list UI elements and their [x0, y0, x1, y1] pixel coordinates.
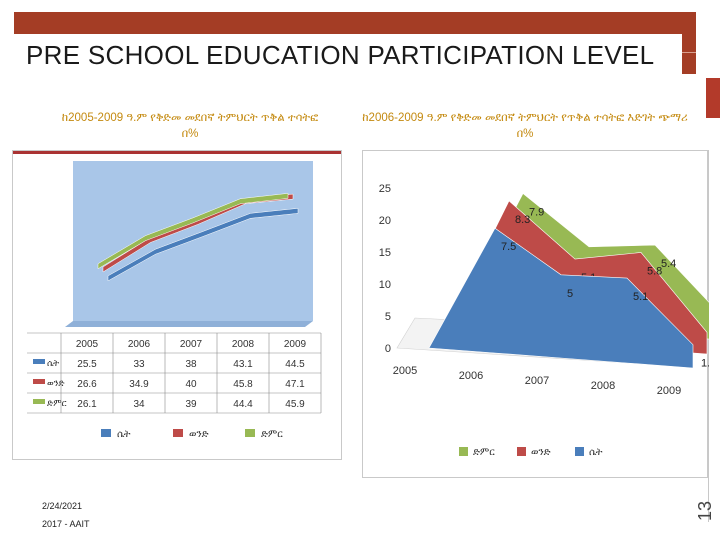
legend-swatch: [173, 429, 183, 437]
table-row-key: [33, 359, 45, 364]
x-tick-label: 2005: [393, 365, 417, 377]
table-header-cell: 2005: [76, 339, 99, 350]
table-cell: 44.5: [285, 359, 305, 370]
y-tick-label: 5: [385, 311, 391, 323]
left-chart-top-edge: [13, 151, 341, 154]
legend-swatch: [245, 429, 255, 437]
table-header-cell: 2007: [180, 339, 203, 350]
table-cell: 47.1: [285, 379, 305, 390]
x-tick-label: 2008: [591, 380, 615, 392]
legend-swatch: [101, 429, 111, 437]
slide-date: 2/24/2021: [42, 501, 83, 511]
right-chart: 05101520257.955.41.508.35.15.81.37.555.1…: [379, 183, 720, 458]
line-series-ribbon: [97, 193, 289, 270]
table-cell: 45.8: [233, 379, 253, 390]
side-accent: [706, 78, 720, 118]
data-label: 1.4: [701, 358, 709, 370]
left-chart: 2005 2006 2007 2008 2009 ሴት 25.5 33 38 43.1 44.5 ወን…: [27, 161, 322, 440]
legend-label: ድምር: [261, 429, 283, 440]
data-label: 5: [567, 288, 573, 300]
table-cell: 44.4: [233, 399, 253, 410]
table-cell: 40: [185, 379, 197, 390]
legend-swatch: [517, 447, 526, 456]
slide-title: PRE SCHOOL EDUCATION PARTICIPATION LEVEL: [26, 40, 655, 70]
legend-label: ሴት: [589, 447, 603, 458]
slide-footer: 2017 - AAIT: [42, 519, 90, 529]
table-header-cell: 2009: [284, 339, 307, 350]
data-label: 8.3: [515, 214, 530, 226]
legend-label: ድምር: [473, 447, 495, 458]
left-chart-frame: 2005 2006 2007 2008 2009 ሴት 25.5 33 38 43.1 44.5 ወን…: [12, 150, 342, 460]
x-tick-label: 2009: [657, 385, 681, 397]
plot-background: [73, 161, 313, 321]
table-cell: 26.1: [77, 399, 97, 410]
title-box: [14, 34, 682, 76]
table-cell: 43.1: [233, 359, 253, 370]
right-chart-frame: 05101520257.955.41.508.35.15.81.37.555.1…: [362, 150, 720, 478]
table-cell: 33: [133, 359, 145, 370]
right-chart-title: ከ2006-2009 ዓ.ም የቅድመ መደበኛ ትምህርት የጥቅል ተሳትፎ…: [362, 112, 688, 140]
legend-swatch: [575, 447, 584, 456]
table-cell: 38: [185, 359, 197, 370]
y-tick-label: 15: [379, 247, 391, 259]
table-row-label: ወንድ: [47, 378, 65, 388]
table-row-label: ድምር: [47, 398, 67, 408]
data-label: 5.4: [661, 258, 676, 270]
table-cell: 34: [133, 399, 145, 410]
table-row-label: ሴት: [47, 358, 59, 368]
table-row-key: [33, 399, 45, 404]
legend-label: ወንድ: [531, 447, 551, 458]
table-cell: 39: [185, 399, 197, 410]
line-series-ribbon: [107, 208, 299, 282]
table-cell: 45.9: [285, 399, 305, 410]
table-cell: 25.5: [77, 359, 97, 370]
table-header-cell: 2008: [232, 339, 255, 350]
legend-swatch: [459, 447, 468, 456]
data-label: 7.9: [529, 207, 544, 219]
area-series: [428, 227, 694, 369]
data-label: 5.1: [633, 291, 648, 303]
x-tick-label: 2006: [459, 370, 483, 382]
data-label: 7.5: [501, 241, 516, 253]
legend-label: ወንድ: [189, 429, 209, 440]
y-tick-label: 25: [379, 183, 391, 195]
y-tick-label: 0: [385, 343, 391, 355]
slide-number: 13: [695, 500, 715, 522]
table-cell: 26.6: [77, 379, 97, 390]
plot-floor: [65, 321, 313, 327]
table-cell: 34.9: [129, 379, 149, 390]
y-tick-label: 10: [379, 279, 391, 291]
table-row-key: [33, 379, 45, 384]
y-tick-label: 20: [379, 215, 391, 227]
x-tick-label: 2007: [525, 375, 549, 387]
data-label: 5.8: [647, 265, 662, 277]
table-header-cell: 2006: [128, 339, 151, 350]
legend-label: ሴት: [117, 429, 131, 440]
left-chart-title: ከ2005-2009 ዓ.ም የቅድመ መደበኛ ትምህርት ጥቅል ተሳትፎ …: [61, 112, 319, 140]
